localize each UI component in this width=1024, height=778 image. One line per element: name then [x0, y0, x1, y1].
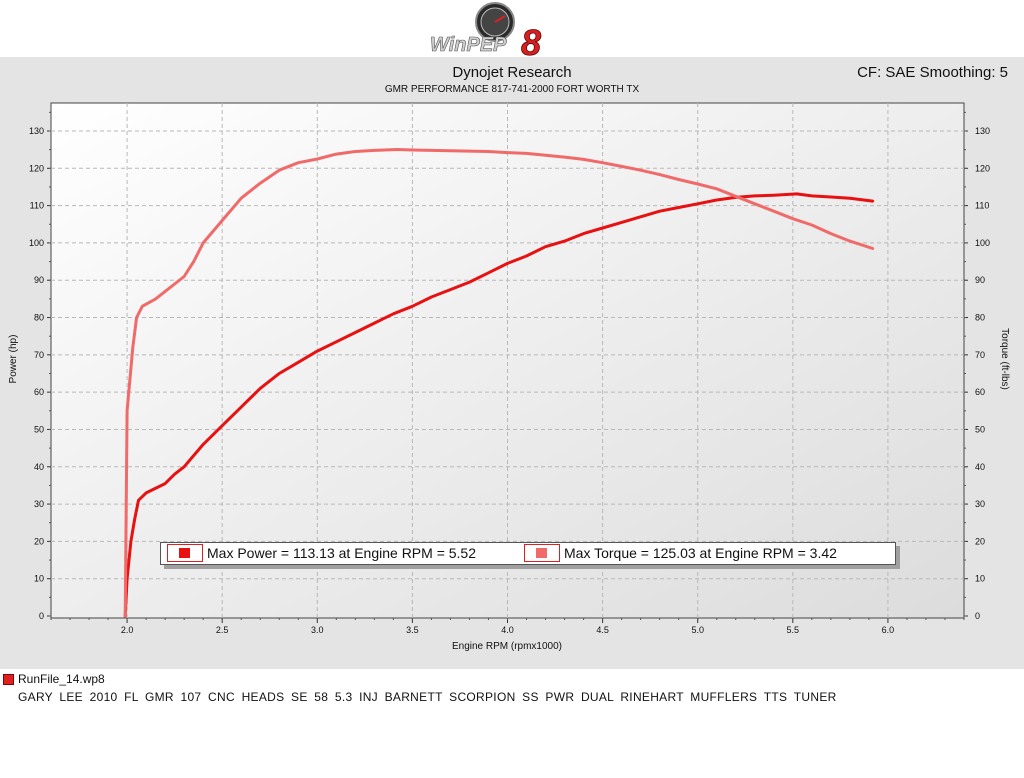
legend-item-torque: Max Torque = 125.03 at Engine RPM = 3.42 [524, 544, 837, 562]
y2-tick-label: 80 [975, 313, 985, 323]
x-tick-label: 5.0 [691, 625, 704, 635]
y2-tick-label: 110 [975, 201, 989, 211]
y2-tick-label: 30 [975, 499, 985, 509]
y-tick-label: 90 [34, 275, 44, 285]
legend-item-power: Max Power = 113.13 at Engine RPM = 5.52 [167, 544, 476, 562]
y-tick-label: 70 [34, 350, 44, 360]
run-file-name: RunFile_14.wp8 [18, 672, 105, 686]
logo-text: WinPEP [430, 34, 507, 56]
y-tick-label: 0 [39, 611, 44, 621]
series-lines [123, 148, 875, 618]
y2-tick-label: 0 [975, 611, 980, 621]
legend-swatch-torque [524, 544, 560, 562]
y-tick-label: 60 [34, 387, 44, 397]
grid-lines [51, 103, 964, 618]
y-tick-label: 20 [34, 536, 44, 546]
run-description: GARY LEE 2010 FL GMR 107 CNC HEADS SE 58… [18, 690, 837, 704]
y-tick-label: 40 [34, 462, 44, 472]
y2-tick-label: 60 [975, 387, 985, 397]
y-tick-label: 130 [29, 126, 44, 136]
dyno-chart: 0 0 10 10 20 20 30 30 40 40 50 50 60 60 70 70 80 80 90 90 10… [8, 102, 1010, 652]
y2-tick-label: 70 [975, 350, 985, 360]
y-tick-label: 80 [34, 313, 44, 323]
x-axis-label: Engine RPM (rpmx1000) [452, 641, 562, 652]
chart-subtitle: GMR PERFORMANCE 817-741-2000 FORT WORTH … [384, 84, 640, 95]
y2-tick-label: 90 [975, 275, 985, 285]
y2-tick-label: 120 [975, 163, 990, 173]
chart-legend: Max Power = 113.13 at Engine RPM = 5.52 … [160, 542, 896, 565]
x-tick-label: 4.0 [501, 625, 514, 635]
x-tick-label: 2.5 [216, 625, 229, 635]
legend-power-text: Max Power = 113.13 at Engine RPM = 5.52 [207, 545, 477, 561]
legend-swatch-power [167, 544, 203, 562]
winpep-logo: WinPEP 8 [430, 2, 541, 58]
y2-tick-label: 10 [975, 574, 985, 584]
x-tick-label: 4.5 [596, 625, 609, 635]
y2-tick-label: 20 [975, 536, 985, 546]
chart-title: Dynojet Research [452, 64, 572, 81]
series-line-torque [123, 148, 875, 618]
y-tick-label: 30 [34, 499, 44, 509]
y-tick-label: 100 [29, 238, 44, 248]
y2-tick-label: 130 [975, 126, 990, 136]
x-tick-label: 3.5 [406, 625, 419, 635]
x-tick-label: 2.0 [121, 625, 134, 635]
y-tick-label: 50 [34, 424, 44, 434]
y2-tick-label: 100 [975, 238, 990, 248]
series-line-power [123, 192, 875, 618]
y-axis-label: Power (hp) [8, 335, 19, 384]
run-color-swatch [3, 673, 14, 685]
correction-factor-label: CF: SAE Smoothing: 5 [857, 64, 1008, 81]
x-tick-label: 3.0 [311, 625, 324, 635]
axis-ticks: 0 0 10 10 20 20 30 30 40 40 50 50 60 60 70 70 80 80 90 90 10… [29, 111, 990, 635]
y-tick-label: 110 [30, 201, 44, 211]
y2-tick-label: 40 [975, 462, 985, 472]
x-tick-label: 5.5 [787, 625, 800, 635]
y2-axis-label: Torque (ft-lbs) [999, 328, 1010, 390]
x-tick-label: 6.0 [882, 625, 895, 635]
y-tick-label: 10 [34, 574, 44, 584]
y2-tick-label: 50 [975, 424, 985, 434]
legend-torque-text: Max Torque = 125.03 at Engine RPM = 3.42 [564, 545, 837, 561]
y-tick-label: 120 [29, 163, 44, 173]
logo-version: 8 [521, 22, 541, 58]
run-file-entry[interactable]: RunFile_14.wp8 [3, 672, 105, 686]
